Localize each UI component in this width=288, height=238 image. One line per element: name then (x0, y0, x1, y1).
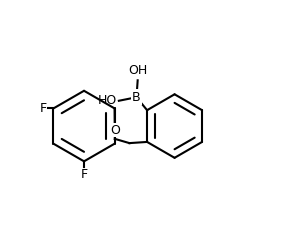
Text: B: B (132, 91, 141, 104)
Text: O: O (110, 124, 120, 137)
Text: OH: OH (128, 64, 147, 78)
Text: F: F (39, 102, 46, 115)
Text: HO: HO (98, 94, 117, 107)
Text: F: F (80, 169, 88, 181)
